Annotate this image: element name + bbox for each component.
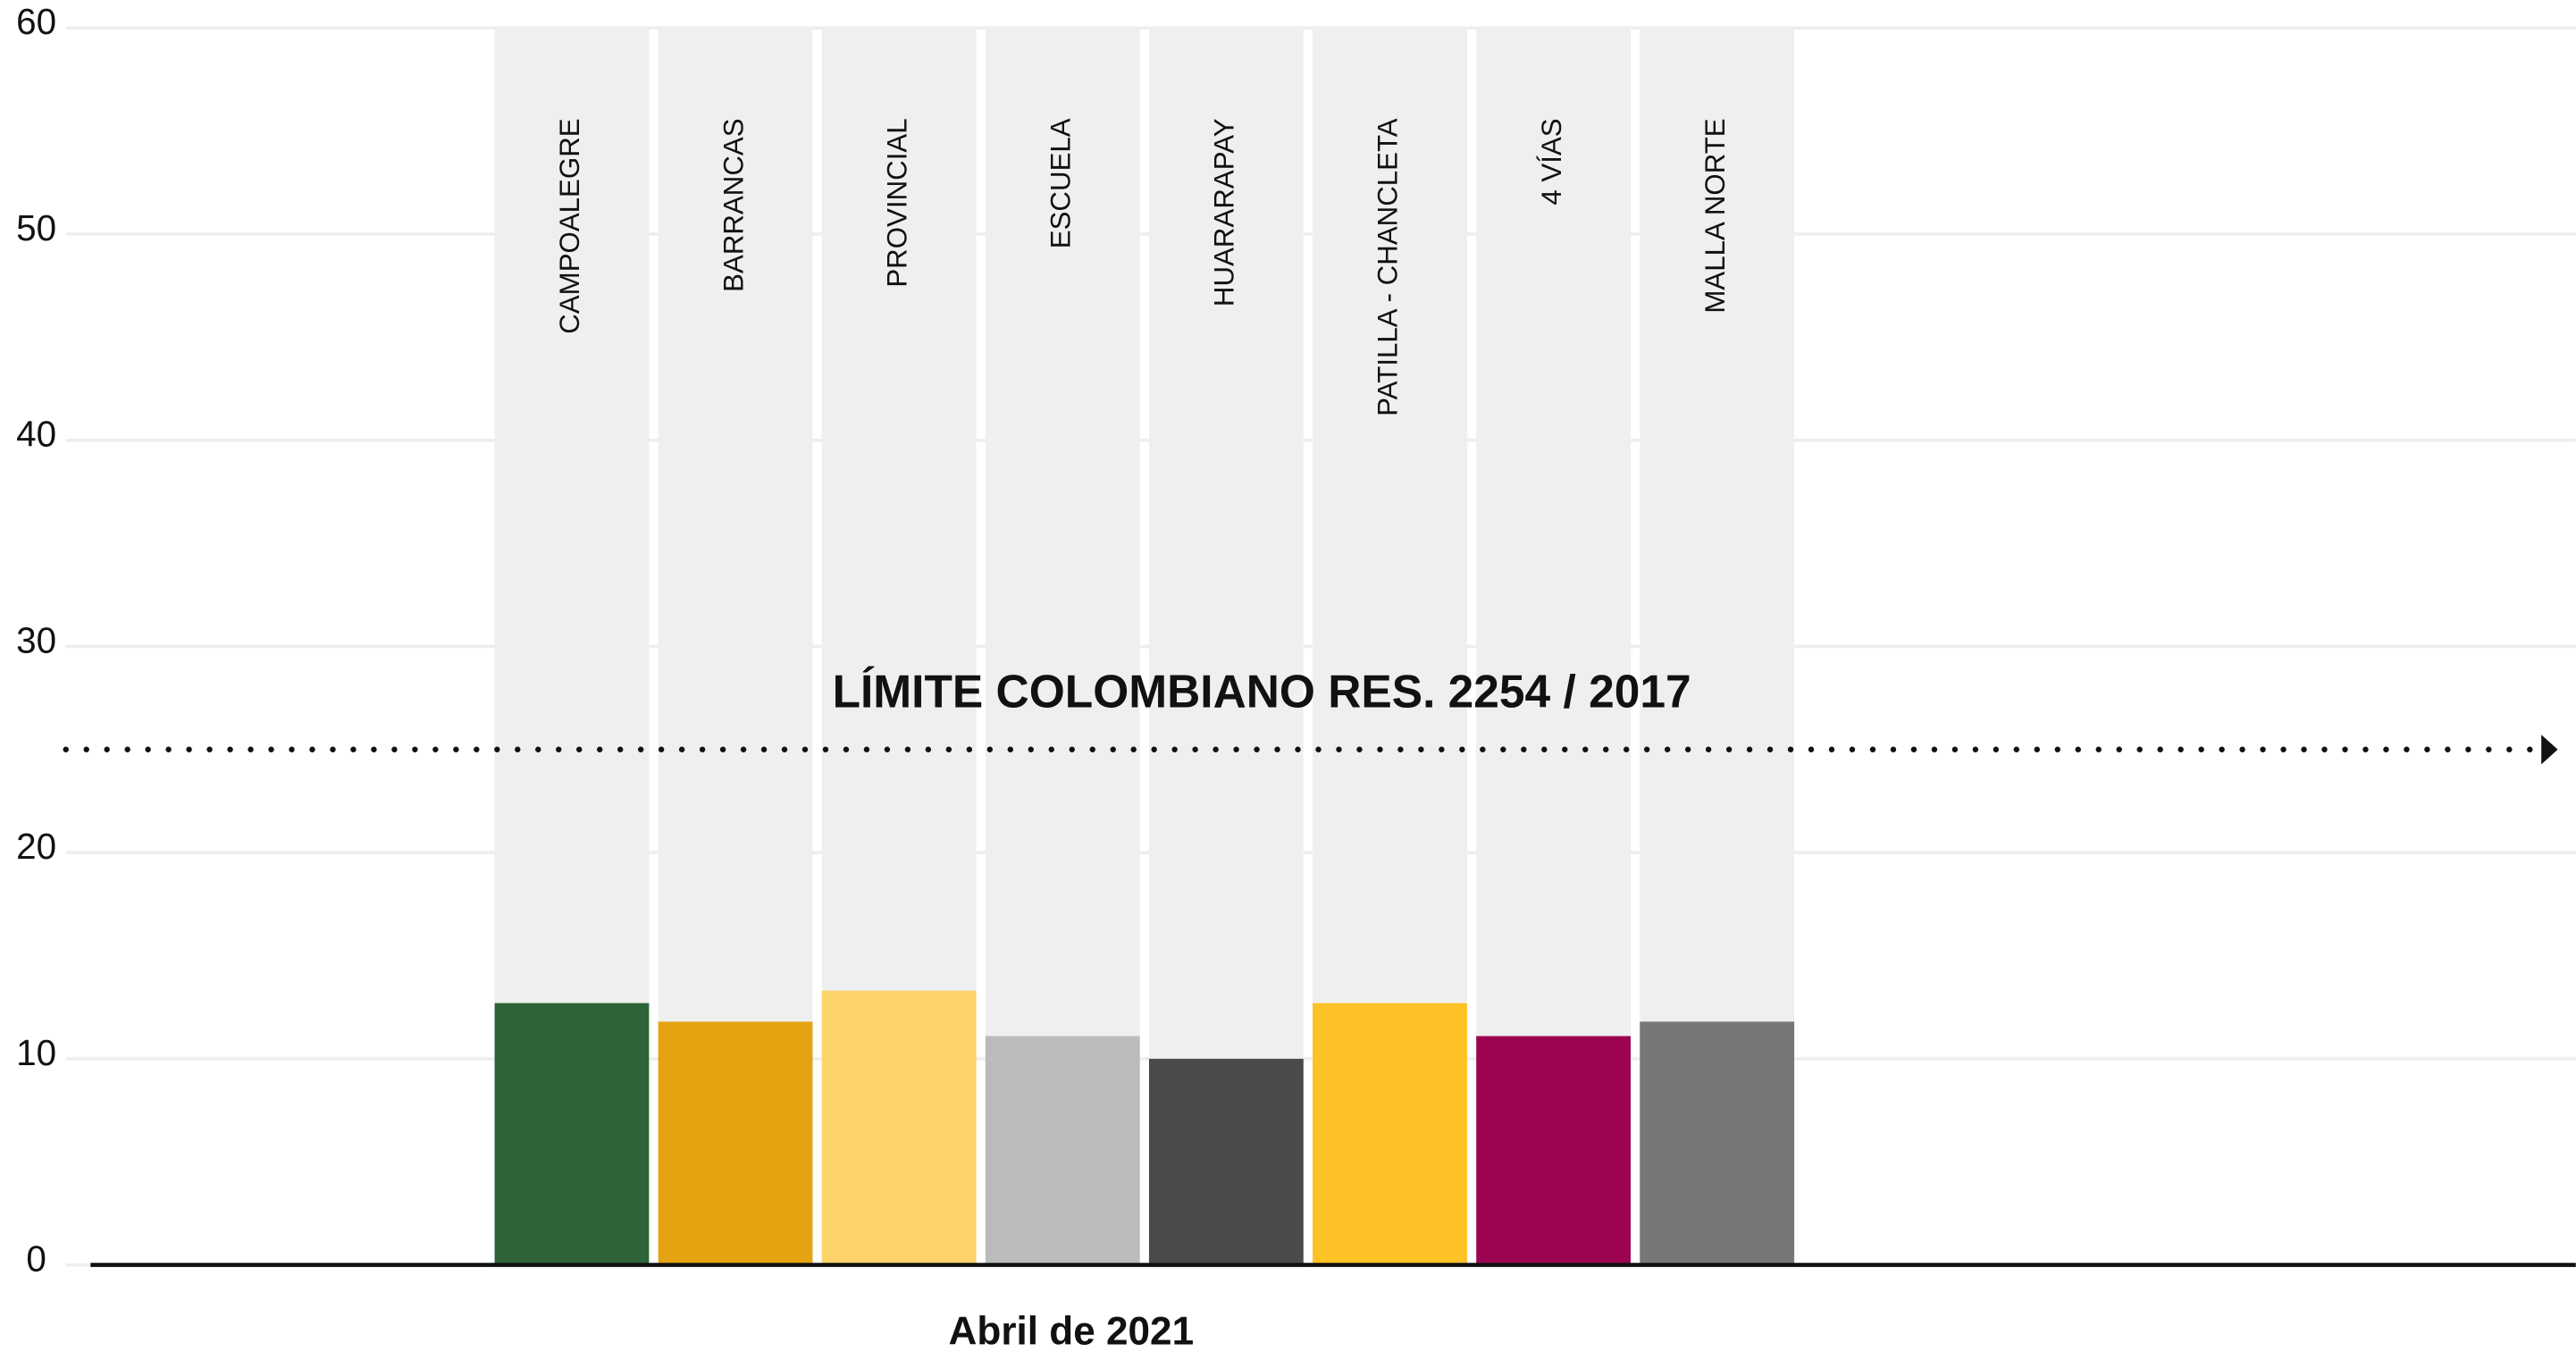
category-label: CAMPOALEGRE [554, 118, 585, 333]
bar [1640, 1021, 1795, 1265]
bar [1476, 1036, 1631, 1265]
bar [494, 1003, 650, 1265]
y-tick-label: 60 [16, 1, 56, 42]
y-tick-label: 0 [26, 1239, 46, 1280]
category-label: MALLA NORTE [1699, 118, 1731, 313]
category-label: 4 VÍAS [1536, 118, 1567, 205]
x-axis-label: Abril de 2021 [949, 1309, 1195, 1352]
bar [985, 1036, 1140, 1265]
y-tick-label: 10 [16, 1032, 56, 1073]
category-label: HUARARAPAY [1209, 118, 1240, 307]
category-label: PATILLA - CHANCLETA [1372, 118, 1404, 416]
y-tick-label: 50 [16, 207, 56, 248]
limit-arrow [2541, 735, 2558, 765]
limit-label: LÍMITE COLOMBIANO RES. 2254 / 2017 [833, 666, 1691, 718]
bar [821, 990, 977, 1265]
y-tick-label: 40 [16, 414, 56, 455]
y-tick-label: 30 [16, 619, 56, 660]
category-label: PROVINCIAL [881, 118, 912, 287]
bar [658, 1021, 813, 1265]
y-tick-label: 20 [16, 826, 56, 867]
bar [1148, 1058, 1304, 1265]
bar [1313, 1003, 1467, 1265]
category-label: BARRANCAS [717, 118, 749, 291]
category-label: ESCUELA [1045, 118, 1077, 248]
